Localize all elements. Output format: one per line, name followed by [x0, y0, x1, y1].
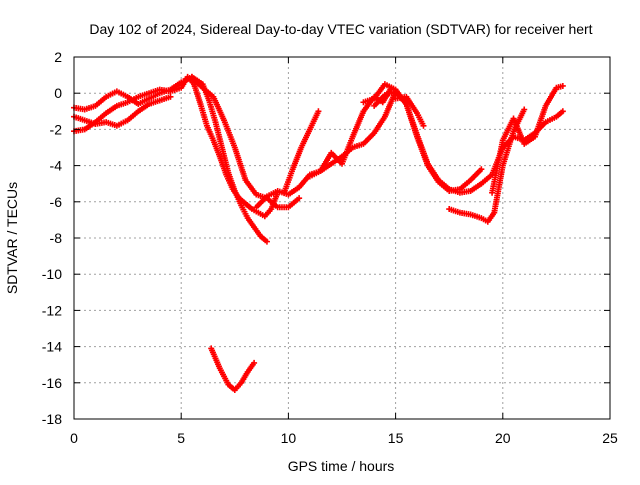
y-tick-label: -10	[42, 266, 62, 282]
x-tick-label: 25	[602, 430, 618, 446]
y-tick-label: -12	[42, 302, 62, 318]
series-sat-l	[489, 82, 566, 196]
y-axis-label: SDTVAR / TECUs	[4, 182, 20, 294]
x-tick-label: 5	[177, 430, 185, 446]
data-point	[263, 238, 270, 245]
y-axis-ticks: 2 0 -2 -4 -6 -8 -10 -12 -14 -16 -18	[42, 49, 610, 427]
y-tick-label: -14	[42, 339, 62, 355]
x-axis-ticks: 0 5 10 15 20 25	[70, 57, 618, 446]
y-tick-label: 2	[54, 49, 62, 65]
y-tick-label: -4	[50, 158, 63, 174]
data-point	[521, 106, 528, 113]
series-sat-d	[188, 73, 303, 211]
data-series-layer	[71, 73, 566, 394]
x-axis-label: GPS time / hours	[288, 458, 395, 474]
series-sat-f	[281, 108, 322, 196]
data-point	[315, 108, 322, 115]
data-point	[559, 82, 566, 89]
y-tick-label: -18	[42, 411, 62, 427]
data-point	[478, 166, 485, 173]
x-tick-label: 20	[495, 430, 511, 446]
series-sat-c	[71, 93, 174, 129]
data-point	[296, 195, 303, 202]
chart-title: Day 102 of 2024, Sidereal Day-to-day VTE…	[89, 21, 592, 37]
y-tick-label: 0	[54, 85, 62, 101]
series-sat-j	[392, 93, 427, 129]
series-sat-k	[446, 106, 528, 225]
data-point	[251, 359, 258, 366]
y-tick-label: -16	[42, 375, 62, 391]
series-sat-b	[71, 73, 281, 220]
series-sat-m	[208, 345, 258, 394]
y-tick-label: -6	[50, 194, 63, 210]
x-tick-label: 10	[281, 430, 297, 446]
data-point	[559, 108, 566, 115]
data-point	[420, 122, 427, 129]
grid-lines	[74, 57, 610, 419]
y-tick-label: -2	[50, 121, 63, 137]
x-tick-label: 0	[70, 430, 78, 446]
data-point	[167, 93, 174, 100]
x-tick-label: 15	[388, 430, 404, 446]
y-tick-label: -8	[50, 230, 63, 246]
